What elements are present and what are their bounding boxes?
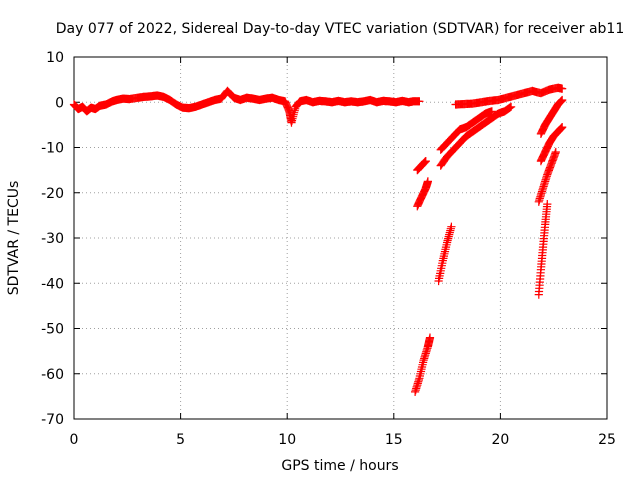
y-tick-label: -10 xyxy=(41,141,64,157)
x-tick-labels: 0 5 10 15 20 25 xyxy=(70,432,616,448)
x-tick-label: 10 xyxy=(278,432,296,448)
y-tick-label: 0 xyxy=(55,95,64,111)
y-tick-label: -50 xyxy=(41,322,64,338)
data-point xyxy=(507,102,516,111)
data-point xyxy=(551,147,560,157)
data-point xyxy=(558,95,567,105)
x-tick-label: 20 xyxy=(491,432,509,448)
data-point xyxy=(425,333,435,342)
y-tick-label: -30 xyxy=(41,231,64,247)
x-tick-label: 25 xyxy=(598,432,616,448)
y-tick-label: -60 xyxy=(41,367,64,383)
x-tick-label: 5 xyxy=(176,432,185,448)
data-point xyxy=(415,97,424,106)
axis-ticks xyxy=(73,56,608,420)
y-axis-label: SDTVAR / TECUs xyxy=(6,181,22,296)
data-point xyxy=(487,107,496,116)
y-tick-labels: 10 0 -10 -20 -30 -40 -50 -60 -70 xyxy=(41,50,64,428)
chart-title: Day 077 of 2022, Sidereal Day-to-day VTE… xyxy=(56,21,625,37)
data-point xyxy=(543,200,552,209)
y-tick-label: -40 xyxy=(41,276,64,292)
x-tick-label: 15 xyxy=(385,432,403,448)
data-point xyxy=(535,194,544,203)
x-tick-label: 0 xyxy=(70,432,79,448)
y-tick-label: -70 xyxy=(41,412,64,428)
data-point xyxy=(421,157,430,166)
grid-lines xyxy=(74,57,607,419)
y-tick-label: -20 xyxy=(41,186,64,202)
y-tick-label: 10 xyxy=(46,50,64,66)
data-point xyxy=(447,222,456,231)
data-points xyxy=(69,83,567,396)
data-point xyxy=(423,177,432,186)
data-point xyxy=(540,179,549,188)
x-axis-label: GPS time / hours xyxy=(281,458,398,474)
data-point xyxy=(558,84,567,93)
plot-frame xyxy=(73,56,608,420)
data-point xyxy=(558,123,567,132)
